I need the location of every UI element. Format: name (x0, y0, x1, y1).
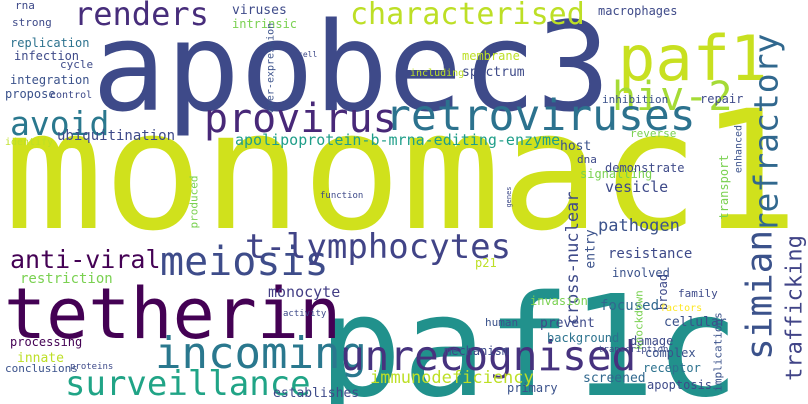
word: enhanced (734, 125, 745, 173)
word: monomac1 (4, 75, 799, 267)
word: apolipoprotein-b-mrna-editing-enzyme (235, 131, 560, 149)
word: family (678, 287, 718, 300)
word: paf1 (618, 22, 767, 95)
word: cell (298, 50, 317, 59)
word: meiosis (160, 239, 329, 285)
word: produced (188, 176, 201, 229)
word: primary (507, 381, 558, 395)
word: reverse (630, 127, 676, 140)
word: unrecognised (340, 332, 636, 380)
word: resistance (608, 246, 692, 262)
word: apoptosis (647, 378, 712, 392)
word: apobec3 (92, 0, 610, 140)
word: t-lymphocytes (245, 227, 511, 267)
word: macrophages (598, 4, 677, 18)
word: dna (577, 153, 597, 166)
word: p21 (475, 256, 497, 270)
word: propose (5, 87, 56, 101)
word: innate (17, 351, 64, 366)
word: processing (10, 335, 82, 349)
word: function (320, 191, 363, 201)
word: proteins (70, 362, 113, 372)
word: prevent (540, 316, 595, 331)
word: including (410, 68, 464, 79)
word: broad (656, 274, 670, 310)
word: damage (630, 334, 673, 348)
word: background (547, 331, 619, 345)
word: activity (283, 309, 327, 319)
word: establishes (273, 386, 359, 401)
word: pathogen (598, 216, 680, 236)
word: anti-viral (10, 245, 161, 274)
word: integration (10, 73, 89, 87)
word: spectrum (462, 65, 525, 80)
word: control (50, 90, 92, 101)
word: avoid (10, 104, 109, 143)
word: retroviruses (385, 91, 696, 141)
word: human (485, 316, 518, 329)
word: screened (583, 371, 646, 386)
word: membrane (462, 49, 520, 63)
word: conclusions (5, 362, 78, 375)
word: renders (74, 0, 209, 33)
word: provirus (204, 96, 397, 142)
word: signalling (580, 167, 652, 181)
word: replication (10, 36, 89, 50)
word: inhibition (602, 93, 668, 106)
word: tetherin (4, 273, 341, 355)
word: infection (14, 49, 79, 63)
word: cellular (664, 315, 727, 330)
word: ubiquitination (57, 128, 175, 144)
word: knockdown (633, 290, 646, 350)
word: restriction (20, 271, 113, 287)
word: trafficking (783, 235, 808, 381)
word: refractory (747, 34, 786, 233)
word: surveillance (65, 364, 311, 404)
word: identify (5, 137, 53, 148)
word: strong (12, 16, 52, 29)
word: cycle (60, 58, 93, 71)
word: focused (600, 298, 659, 314)
word: invasion (530, 294, 588, 308)
word: immunodeficiency (370, 368, 534, 388)
word: simian (740, 230, 781, 360)
word: receptor (643, 361, 701, 375)
word: mechanism (444, 344, 509, 358)
word: monocyte (268, 283, 340, 301)
word: repair (700, 92, 743, 106)
word: over-expression (266, 23, 277, 113)
word: genes (505, 186, 513, 207)
word: characterised (350, 0, 585, 32)
word: incoming (155, 328, 367, 379)
word: involved (612, 266, 670, 280)
word: transcription (598, 345, 668, 355)
word: vesicle (605, 178, 668, 196)
word: cross-nuclear (563, 191, 583, 324)
word: complex (645, 346, 696, 360)
word: viruses (232, 3, 287, 18)
word: transport (717, 154, 731, 219)
word: paf1c (318, 266, 739, 404)
word: rna (15, 0, 35, 12)
word: entry (584, 229, 599, 268)
word: implications (712, 312, 725, 391)
word: factors (660, 303, 702, 314)
word: host (560, 139, 591, 154)
word: hiv-2 (612, 74, 732, 120)
word: intrinsic (232, 17, 297, 31)
word: demonstrate (605, 161, 684, 175)
